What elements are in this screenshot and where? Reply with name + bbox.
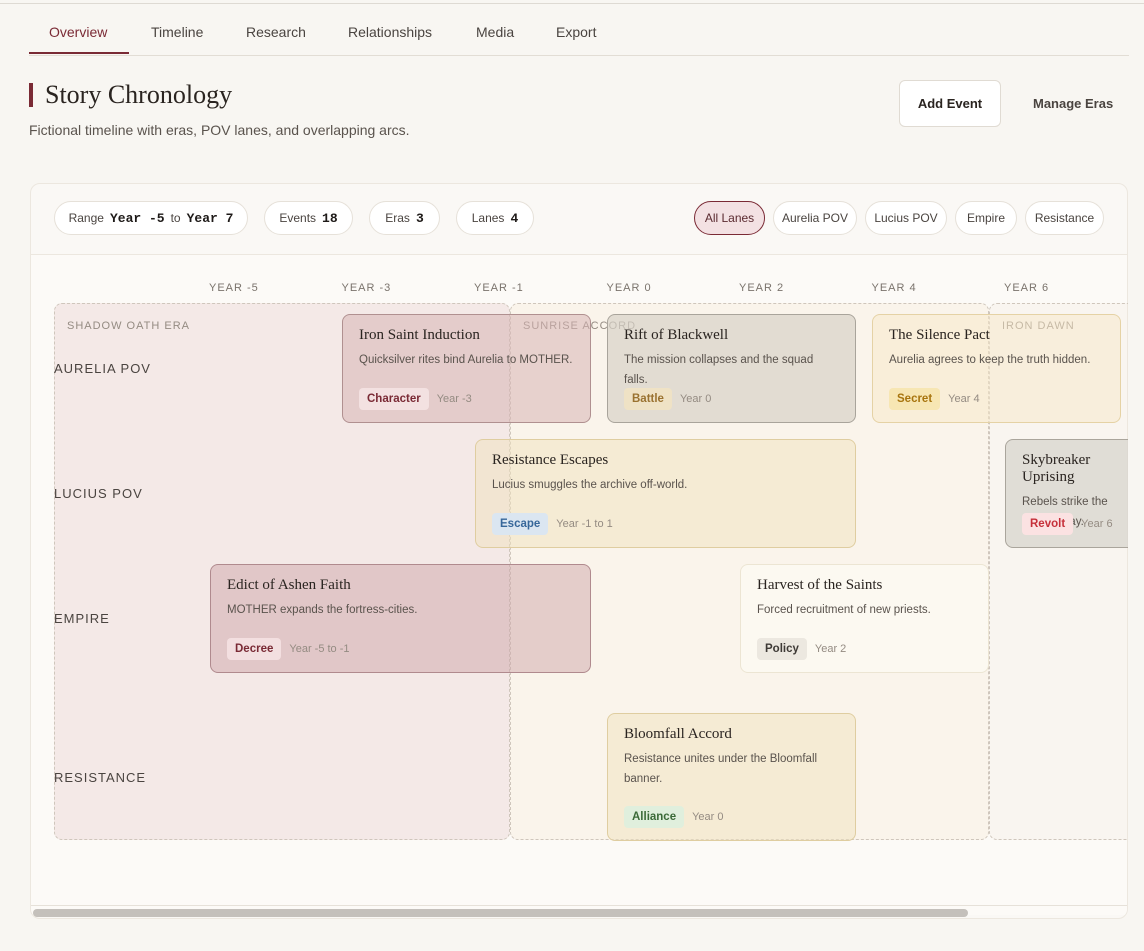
event-date: Year -5 to -1 — [289, 643, 350, 655]
axis-label: YEAR 6 — [1004, 282, 1050, 294]
event-title: Edict of Ashen Faith — [227, 577, 351, 593]
stat-value: 3 — [415, 210, 424, 226]
lane-label: EMPIRE — [54, 611, 110, 626]
event-date: Year 0 — [692, 811, 724, 823]
event-title: Iron Saint Induction — [359, 327, 480, 343]
lane-filter[interactable]: Resistance — [1025, 201, 1104, 235]
event-meta: Character Year -3 — [359, 388, 472, 410]
event-description: Aurelia agrees to keep the truth hidden. — [889, 354, 1091, 366]
tab-indicator — [29, 52, 129, 54]
stat-pill: Eras 3 — [369, 201, 440, 235]
event-card[interactable]: Resistance Escapes Lucius smuggles the ar… — [475, 439, 856, 548]
event-tag: Secret — [889, 388, 941, 410]
event-meta: Secret Year 4 — [889, 388, 980, 410]
event-meta: Alliance Year 0 — [624, 806, 724, 828]
event-tag: Policy — [757, 638, 807, 660]
event-date: Year -3 — [436, 393, 472, 405]
add-event-button[interactable]: Add Event — [899, 80, 1001, 127]
stat-pill: Events 18 — [264, 201, 353, 235]
era-label: SHADOW OATH ERA — [67, 320, 190, 332]
range-from: Year -5 — [109, 210, 165, 226]
scrollbar-thumb[interactable] — [33, 909, 968, 917]
toolbar-divider — [31, 254, 1127, 255]
event-tag: Character — [359, 388, 429, 410]
tab[interactable]: Timeline — [151, 24, 204, 40]
event-card[interactable]: Harvest of the Saints Forced recruitment … — [740, 564, 989, 673]
event-meta: Decree Year -5 to -1 — [227, 638, 350, 660]
event-card[interactable]: Bloomfall Accord Resistance unites under … — [607, 713, 856, 841]
event-description: Resistance unites under the Bloomfall ba… — [624, 753, 818, 785]
top-rule — [0, 3, 1144, 4]
event-card[interactable]: Rift of Blackwell The mission collapses a… — [607, 314, 856, 423]
lane-label: AURELIA POV — [54, 361, 151, 376]
axis-label: YEAR 4 — [871, 282, 917, 294]
event-date: Year 6 — [1081, 518, 1113, 530]
lane-filter[interactable]: All Lanes — [694, 201, 765, 235]
tab[interactable]: Export — [556, 24, 597, 40]
title-accent — [29, 83, 33, 107]
tab-divider — [29, 55, 1129, 56]
event-card[interactable]: Edict of Ashen Faith MOTHER expands the f… — [210, 564, 591, 673]
stat-value: 4 — [510, 210, 519, 226]
lane-filter[interactable]: Aurelia POV — [773, 201, 857, 235]
event-meta: Revolt Year 6 — [1022, 513, 1113, 535]
axis-label: YEAR 0 — [606, 282, 652, 294]
manage-eras-button[interactable]: Manage Eras — [1033, 96, 1114, 111]
event-title: Bloomfall Accord — [624, 726, 732, 742]
event-tag: Decree — [227, 638, 282, 660]
event-date: Year 0 — [679, 393, 712, 405]
range-sep: to — [170, 211, 181, 225]
lane-filter[interactable]: Empire — [955, 201, 1017, 235]
tab[interactable]: Overview — [49, 24, 108, 40]
event-date: Year 2 — [814, 643, 847, 655]
event-title: Rift of Blackwell — [624, 327, 729, 343]
event-card[interactable]: The Silence Pact Aurelia agrees to keep t… — [872, 314, 1121, 423]
axis-label: YEAR -3 — [341, 282, 392, 294]
axis-label: YEAR 2 — [739, 282, 785, 294]
lane-label: RESISTANCE — [54, 770, 147, 785]
lane-filter[interactable]: Lucius POV — [865, 201, 947, 235]
event-tag: Alliance — [624, 806, 685, 828]
stat-pill: Lanes 4 — [456, 201, 534, 235]
event-title: Harvest of the Saints — [757, 577, 883, 593]
page-title: Story Chronology — [45, 80, 233, 109]
event-title: Resistance Escapes — [492, 452, 609, 468]
event-title: Skybreaker Uprising — [1022, 452, 1091, 485]
event-tag: Battle — [624, 388, 672, 410]
tab[interactable]: Media — [476, 24, 515, 40]
event-tag: Escape — [492, 513, 549, 535]
stat-label: Eras — [385, 211, 410, 225]
stat-value: 18 — [322, 210, 338, 226]
event-meta: Battle Year 0 — [624, 388, 711, 410]
event-date: Year 4 — [948, 393, 980, 405]
tab[interactable]: Relationships — [348, 24, 433, 40]
stat-label: Lanes — [471, 211, 505, 225]
stat-label: Events — [279, 211, 317, 225]
event-description: Lucius smuggles the archive off-world. — [492, 479, 688, 491]
event-card[interactable]: Iron Saint Induction Quicksilver rites bi… — [342, 314, 591, 423]
range-to: Year 7 — [186, 210, 234, 226]
event-description: Forced recruitment of new priests. — [757, 604, 931, 616]
event-description: Quicksilver rites bind Aurelia to MOTHER… — [359, 354, 573, 366]
range-label: Range — [68, 211, 104, 225]
event-date: Year -1 to 1 — [556, 518, 613, 530]
event-description: MOTHER expands the fortress-cities. — [227, 604, 418, 616]
event-meta: Escape Year -1 to 1 — [492, 513, 613, 535]
event-meta: Policy Year 2 — [757, 638, 846, 660]
lane-label: LUCIUS POV — [54, 486, 143, 501]
scroll-track — [31, 905, 1127, 906]
event-title: The Silence Pact — [889, 327, 990, 343]
axis-label: YEAR -5 — [209, 282, 259, 294]
range-pill: Range Year -5 to Year 7 — [54, 201, 248, 235]
event-description: The mission collapses and the squad fall… — [624, 354, 814, 386]
tab[interactable]: Research — [246, 24, 306, 40]
page-subtitle: Fictional timeline with eras, POV lanes,… — [29, 122, 410, 138]
event-tag: Revolt — [1022, 513, 1074, 535]
axis-label: YEAR -1 — [474, 282, 524, 294]
